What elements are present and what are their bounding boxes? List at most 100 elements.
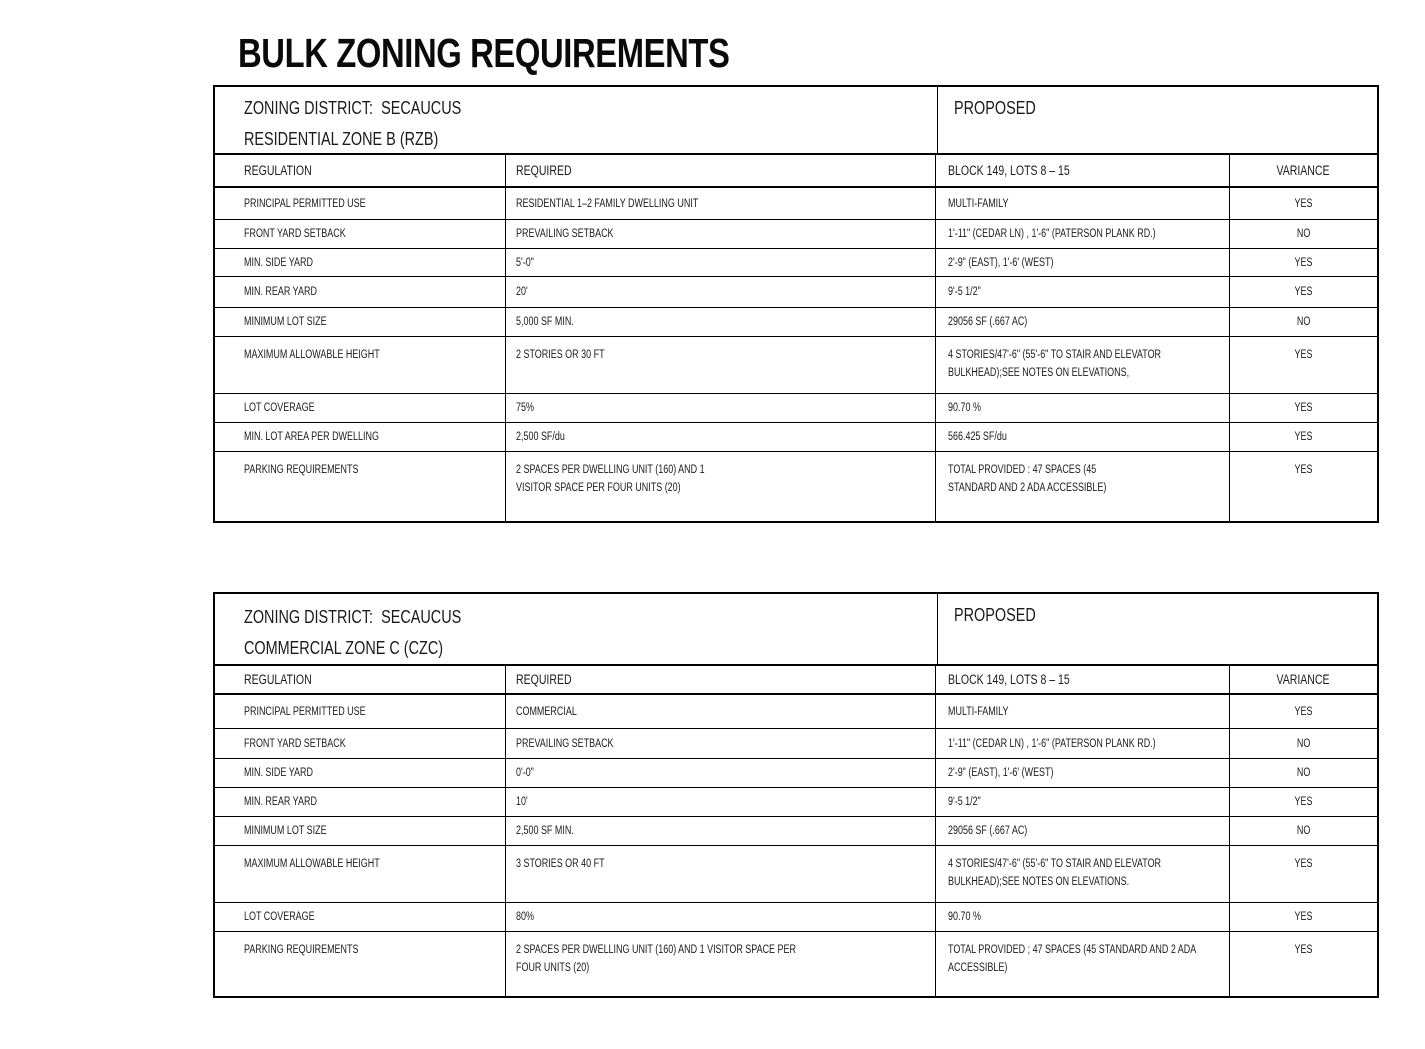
cell-text: 2,500 SF MIN. (516, 825, 574, 837)
zoning-district-cell: ZONING DISTRICT: SECAUCUS RESIDENTIAL ZO… (215, 87, 938, 154)
regulation-cell: MINIMUM LOT SIZE (215, 817, 506, 845)
required-cell: RESIDENTIAL 1–2 FAMILY DWELLING UNIT (506, 188, 936, 219)
regulation-cell: PARKING REQUIREMENTS (215, 932, 506, 996)
cell-text: PRINCIPAL PERMITTED USE (244, 705, 366, 718)
column-header-label: BLOCK 149, LOTS 8 – 15 (948, 162, 1070, 178)
zoning-table-czc: ZONING DISTRICT: SECAUCUS COMMERCIAL ZON… (213, 592, 1379, 998)
cell-text: 2,500 SF/du (516, 431, 565, 443)
cell-text: 0'-0" (516, 767, 534, 779)
table-row: MIN. REAR YARD 10' 9'-5 1/2" YES (215, 788, 1377, 817)
column-header-label: REGULATION (244, 671, 312, 687)
cell-text: PARKING REQUIREMENTS (244, 464, 359, 476)
column-header-label: BLOCK 149, LOTS 8 – 15 (948, 671, 1070, 687)
required-cell: 20' (506, 277, 936, 307)
cell-text: TOTAL PROVIDED : 47 SPACES (45 STANDARD … (948, 464, 1107, 494)
cell-text: 1'-11" (CEDAR LN) , 1'-6" (PATERSON PLAN… (948, 228, 1156, 240)
cell-text: 29056 SF (.667 AC) (948, 825, 1028, 837)
table-row: MINIMUM LOT SIZE 2,500 SF MIN. 29056 SF … (215, 817, 1377, 846)
variance-cell: NO (1230, 220, 1377, 248)
proposed-cell: 1'-11" (CEDAR LN) , 1'-6" (PATERSON PLAN… (936, 729, 1230, 758)
cell-text: 10' (516, 796, 528, 808)
proposed-header-cell: PROPOSED (938, 87, 1377, 154)
cell-text: NO (1296, 228, 1311, 240)
variance-cell: YES (1230, 695, 1377, 728)
cell-text: 5'-0" (516, 256, 534, 269)
required-cell: 2 SPACES PER DWELLING UNIT (160) AND 1 V… (506, 452, 936, 521)
cell-text: NO (1296, 737, 1311, 750)
zoning-district-text: ZONING DISTRICT: SECAUCUS (244, 606, 462, 627)
cell-text: FRONT YARD SETBACK (244, 737, 346, 750)
variance-cell: YES (1230, 788, 1377, 816)
cell-text: 75% (516, 402, 534, 414)
table-row: PARKING REQUIREMENTS 2 SPACES PER DWELLI… (215, 452, 1377, 521)
required-cell: PREVAILING SETBACK (506, 729, 936, 758)
cell-text: YES (1294, 256, 1313, 269)
cell-text: 9'-5 1/2" (948, 796, 981, 808)
column-header-label: REQUIRED (516, 671, 572, 687)
variance-cell: YES (1230, 452, 1377, 521)
cell-text: YES (1294, 944, 1313, 956)
zoning-district-cell: ZONING DISTRICT: SECAUCUS COMMERCIAL ZON… (215, 594, 938, 664)
cell-text: 4 STORIES/47'-6" (55'-6" TO STAIR AND EL… (948, 349, 1162, 379)
variance-cell: YES (1230, 188, 1377, 219)
proposed-cell: MULTI-FAMILY (936, 695, 1230, 728)
variance-cell: NO (1230, 308, 1377, 336)
required-cell: 75% (506, 394, 936, 422)
zoning-district-line2: RESIDENTIAL ZONE B (RZB) (244, 123, 937, 154)
regulation-cell: MIN. REAR YARD (215, 277, 506, 307)
zone-name-text: RESIDENTIAL ZONE B (RZB) (244, 128, 439, 149)
cell-text: NO (1296, 316, 1311, 328)
zoning-table-rzb: ZONING DISTRICT: SECAUCUS RESIDENTIAL ZO… (213, 85, 1379, 523)
cell-text: 566.425 SF/du (948, 431, 1007, 443)
cell-text: 5,000 SF MIN. (516, 316, 574, 328)
table-row: FRONT YARD SETBACK PREVAILING SETBACK 1'… (215, 220, 1377, 249)
cell-text: YES (1294, 796, 1313, 808)
table-header-band: ZONING DISTRICT: SECAUCUS RESIDENTIAL ZO… (215, 87, 1377, 155)
cell-text: 4 STORIES/47'-6" (55'-6" TO STAIR AND EL… (948, 858, 1162, 888)
cell-text: PREVAILING SETBACK (516, 228, 614, 240)
column-header-label: VARIANCE (1276, 671, 1331, 687)
table-row: MAXIMUM ALLOWABLE HEIGHT 2 STORIES OR 30… (215, 337, 1377, 394)
cell-text: YES (1294, 402, 1313, 414)
table-row: PRINCIPAL PERMITTED USE RESIDENTIAL 1–2 … (215, 188, 1377, 220)
cell-text: YES (1294, 705, 1313, 718)
required-cell: 10' (506, 788, 936, 816)
required-cell: 2,500 SF MIN. (506, 817, 936, 845)
cell-text: PRINCIPAL PERMITTED USE (244, 197, 366, 210)
cell-text: PREVAILING SETBACK (516, 737, 614, 750)
column-header-label: REQUIRED (516, 162, 572, 178)
cell-text: MULTI-FAMILY (948, 197, 1009, 210)
cell-text: MIN. LOT AREA PER DWELLING (244, 431, 379, 443)
required-column-header: REQUIRED (506, 155, 936, 186)
cell-text: LOT COVERAGE (244, 402, 315, 414)
regulation-cell: MIN. SIDE YARD (215, 249, 506, 276)
variance-cell: YES (1230, 394, 1377, 422)
regulation-cell: MAXIMUM ALLOWABLE HEIGHT (215, 846, 506, 902)
table-row: LOT COVERAGE 75% 90.70 % YES (215, 394, 1377, 423)
proposed-cell: 9'-5 1/2" (936, 277, 1230, 307)
proposed-cell: 2'-9" (EAST), 1'-6' (WEST) (936, 759, 1230, 787)
cell-text: 2 SPACES PER DWELLING UNIT (160) AND 1 V… (516, 944, 796, 974)
cell-text: PARKING REQUIREMENTS (244, 944, 359, 956)
proposed-cell: 90.70 % (936, 394, 1230, 422)
cell-text: YES (1294, 197, 1313, 210)
variance-column-header: VARIANCE (1230, 155, 1377, 186)
required-cell: PREVAILING SETBACK (506, 220, 936, 248)
cell-text: NO (1296, 825, 1311, 837)
cell-text: MIN. SIDE YARD (244, 767, 313, 779)
column-header-label: REGULATION (244, 162, 312, 178)
proposed-cell: 9'-5 1/2" (936, 788, 1230, 816)
regulation-cell: FRONT YARD SETBACK (215, 729, 506, 758)
proposed-header-cell: PROPOSED (938, 594, 1377, 664)
cell-text: 2 STORIES OR 30 FT (516, 349, 605, 361)
cell-text: MINIMUM LOT SIZE (244, 825, 327, 837)
proposed-label: PROPOSED (954, 604, 1036, 625)
cell-text: 20' (516, 286, 528, 298)
cell-text: COMMERCIAL (516, 705, 577, 718)
column-header-row: REGULATION REQUIRED BLOCK 149, LOTS 8 – … (215, 155, 1377, 188)
variance-cell: YES (1230, 846, 1377, 902)
variance-cell: YES (1230, 423, 1377, 451)
cell-text: MIN. REAR YARD (244, 796, 317, 808)
table-row: LOT COVERAGE 80% 90.70 % YES (215, 903, 1377, 932)
